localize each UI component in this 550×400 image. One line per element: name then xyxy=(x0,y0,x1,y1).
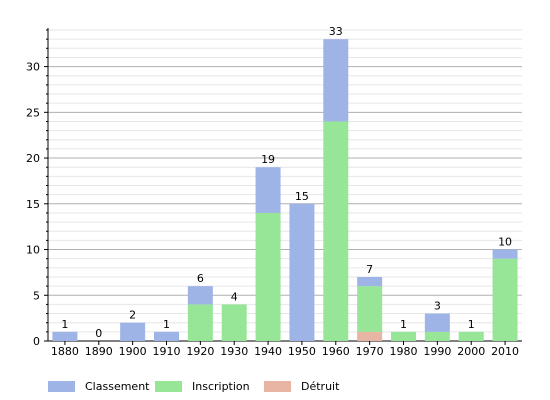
bar-total-label-2010: 10 xyxy=(498,236,512,249)
chart-legend: Classement Inscription Détruit xyxy=(0,380,550,400)
x-tick-label-1890: 1890 xyxy=(85,345,113,358)
bar-total-label-1910: 1 xyxy=(163,318,170,331)
bar-segment-inscription-1930 xyxy=(221,304,247,341)
bar-total-label-1980: 1 xyxy=(400,318,407,331)
bar-total-label-1970: 7 xyxy=(366,263,373,276)
x-tick-label-1880: 1880 xyxy=(51,345,79,358)
legend-item-detruit: Détruit xyxy=(264,380,339,393)
legend-item-inscription: Inscription xyxy=(155,380,250,393)
x-tick-label-2010: 2010 xyxy=(491,345,519,358)
bar-segment-classement-1940 xyxy=(255,167,281,213)
bar-total-label-1990: 3 xyxy=(434,300,441,313)
bar-segment-inscription-1920 xyxy=(187,304,213,341)
bar-total-label-1900: 2 xyxy=(129,309,136,322)
bar-total-label-2000: 1 xyxy=(468,318,475,331)
x-tick-label-1980: 1980 xyxy=(390,345,418,358)
legend-label-detruit: Détruit xyxy=(301,380,340,393)
bar-segment-classement-1880 xyxy=(52,331,78,341)
y-tick-label: 30 xyxy=(26,61,40,74)
bar-segment-inscription-2010 xyxy=(492,258,518,341)
x-tick-label-1950: 1950 xyxy=(288,345,316,358)
x-tick-label-1960: 1960 xyxy=(322,345,350,358)
x-tick-label-1990: 1990 xyxy=(423,345,451,358)
x-tick-label-1970: 1970 xyxy=(356,345,384,358)
bar-segment-inscription-1990 xyxy=(424,331,450,341)
bar-segment-classement-1990 xyxy=(424,313,450,332)
y-tick-label: 15 xyxy=(26,198,40,211)
bar-total-label-1930: 4 xyxy=(231,290,238,303)
y-tick-label: 25 xyxy=(26,106,40,119)
bar-segment-dtruit-1970 xyxy=(357,331,383,341)
x-tick-label-1900: 1900 xyxy=(119,345,147,358)
bar-segment-classement-1950 xyxy=(289,203,315,341)
y-tick-label: 5 xyxy=(33,289,40,302)
x-tick-label-1940: 1940 xyxy=(254,345,282,358)
x-tick-label-1920: 1920 xyxy=(186,345,214,358)
legend-label-classement: Classement xyxy=(85,380,150,393)
y-tick-label: 10 xyxy=(26,244,40,257)
bar-total-label-1950: 15 xyxy=(295,190,309,203)
bar-total-label-1960: 33 xyxy=(329,25,343,38)
bar-total-label-1940: 19 xyxy=(261,153,275,166)
bar-segment-classement-1910 xyxy=(154,331,179,341)
bar-segment-inscription-1970 xyxy=(357,286,383,332)
bar-segment-classement-1920 xyxy=(187,286,213,305)
bar-total-label-1890: 0 xyxy=(95,327,102,340)
legend-item-classement: Classement xyxy=(48,380,149,393)
legend-label-inscription: Inscription xyxy=(192,380,250,393)
x-tick-label-2000: 2000 xyxy=(457,345,485,358)
bar-segment-classement-2010 xyxy=(492,249,518,259)
x-tick-label-1930: 1930 xyxy=(220,345,248,358)
bar-segment-inscription-1980 xyxy=(391,331,416,341)
legend-swatch-classement xyxy=(48,381,75,392)
bar-segment-inscription-2000 xyxy=(458,331,484,341)
bar-segment-inscription-1960 xyxy=(323,121,349,342)
bar-segment-classement-1960 xyxy=(323,39,349,122)
bar-segment-classement-1970 xyxy=(357,276,383,287)
bar-total-label-1880: 1 xyxy=(61,318,68,331)
y-tick-label: 0 xyxy=(33,335,40,348)
bar-segment-classement-1900 xyxy=(120,322,146,341)
legend-swatch-inscription xyxy=(155,381,182,392)
legend-swatch-detruit xyxy=(264,381,291,392)
bar-total-label-1920: 6 xyxy=(197,272,204,285)
y-tick-label: 20 xyxy=(26,152,40,165)
x-tick-label-1910: 1910 xyxy=(153,345,181,358)
bar-segment-inscription-1940 xyxy=(255,212,281,341)
